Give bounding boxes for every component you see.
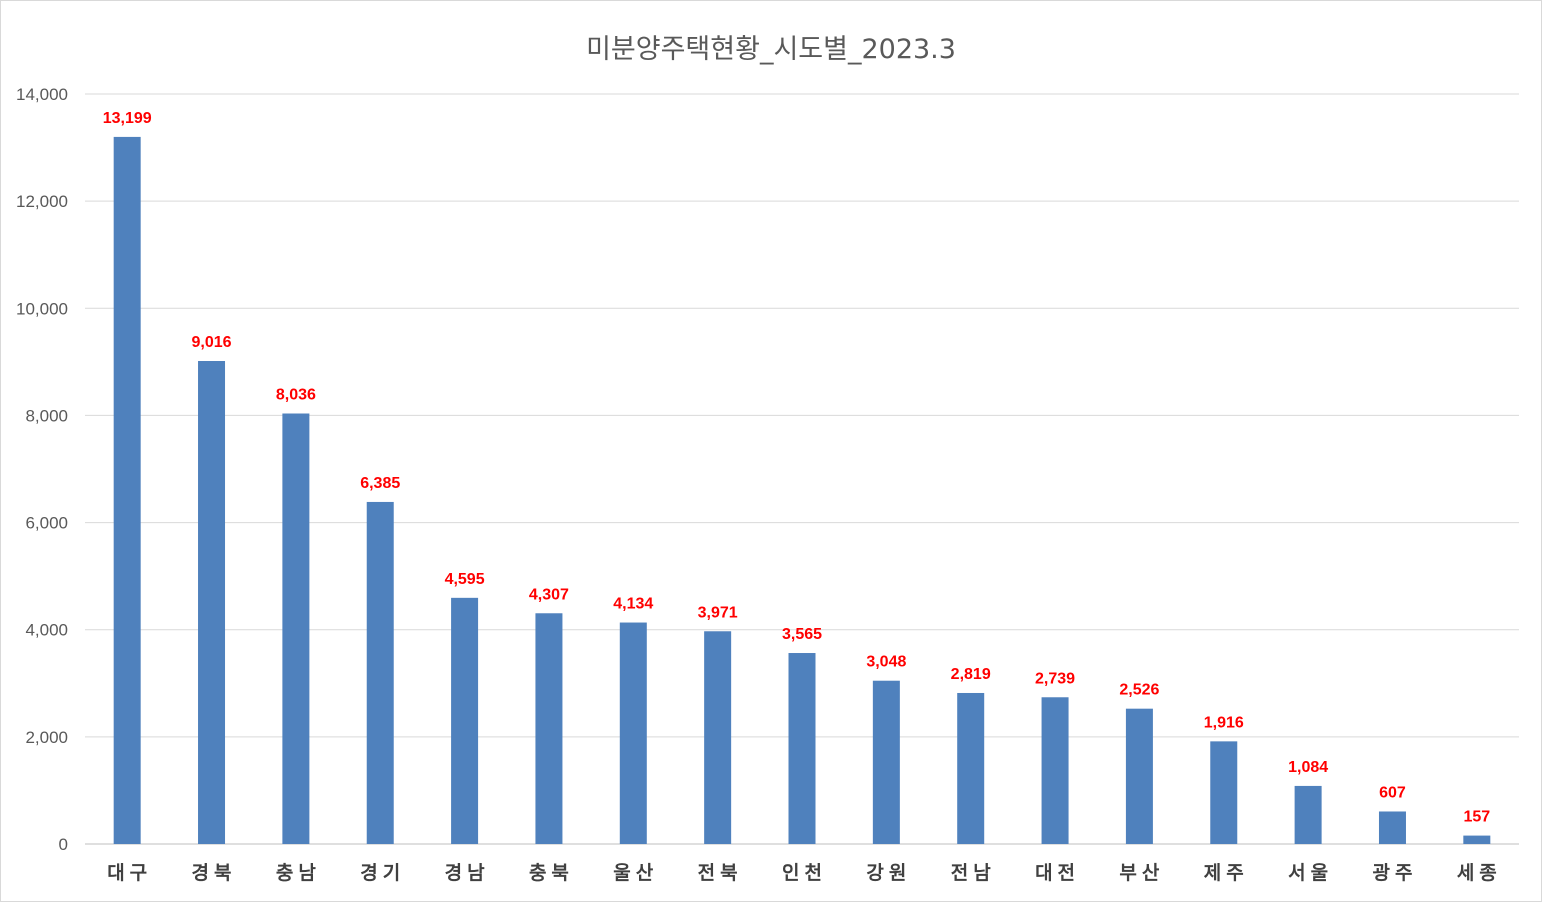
- data-label-경기: 6,385: [360, 475, 400, 492]
- bars: [113, 136, 1491, 845]
- x-tick-label-서울: 서울: [1288, 862, 1333, 884]
- bar-강원: [872, 680, 900, 844]
- bar-울산: [619, 622, 647, 844]
- x-tick-label-광주: 광주: [1372, 862, 1417, 884]
- y-tick-label-2000: 2,000: [25, 728, 68, 747]
- data-label-인천: 3,565: [782, 626, 822, 643]
- data-labels: 13,199 9,016 8,036 6,385 4,595 4,307 4,134 3,97…: [103, 110, 1491, 826]
- y-tick-label-6000: 6,000: [25, 514, 68, 533]
- x-tick-label-대전: 대전: [1035, 862, 1080, 884]
- data-label-부산: 2,526: [1119, 682, 1159, 699]
- data-label-제주: 1,916: [1204, 714, 1244, 731]
- chart-title: 미분양주택현황_시도별_2023.3: [586, 34, 956, 65]
- bar-경기: [366, 501, 394, 844]
- y-tick-label-4000: 4,000: [25, 621, 68, 640]
- bar-충남: [282, 413, 310, 844]
- data-label-전남: 2,819: [951, 666, 991, 683]
- bar-전북: [704, 631, 732, 844]
- x-tick-label-인천: 인천: [782, 862, 827, 884]
- data-label-대전: 2,739: [1035, 670, 1075, 687]
- bar-전남: [957, 692, 985, 844]
- bar-경북: [198, 361, 226, 844]
- data-label-서울: 1,084: [1288, 759, 1328, 776]
- x-tick-label-경남: 경남: [445, 862, 490, 884]
- data-label-강원: 3,048: [866, 654, 906, 671]
- bar-인천: [788, 653, 816, 844]
- x-tick-label-강원: 강원: [866, 862, 911, 884]
- y-tick-label-14000: 14,000: [16, 85, 68, 104]
- data-label-울산: 4,134: [613, 596, 653, 613]
- x-axis-tick-labels: 대구 경북 충남 경기 경남 충북 울산 전북 인천 강원 전남 대전 부산 제주 서울 광주 세종: [107, 862, 1502, 884]
- x-tick-label-충북: 충북: [529, 862, 574, 884]
- x-tick-label-경기: 경기: [360, 862, 405, 884]
- bar-광주: [1378, 811, 1406, 844]
- data-label-세종: 157: [1463, 809, 1490, 826]
- bar-경남: [451, 597, 479, 844]
- bar-부산: [1125, 708, 1153, 844]
- x-tick-label-경북: 경북: [192, 862, 237, 884]
- x-tick-label-제주: 제주: [1204, 862, 1249, 884]
- x-tick-label-세종: 세종: [1457, 862, 1502, 884]
- x-tick-label-전북: 전북: [698, 862, 743, 884]
- x-tick-label-전남: 전남: [951, 862, 996, 884]
- y-axis-tick-labels: 0 2,000 4,000 6,000 8,000 10,000 12,000 14,000: [16, 85, 68, 854]
- x-tick-label-울산: 울산: [613, 862, 658, 884]
- y-tick-label-12000: 12,000: [16, 192, 68, 211]
- data-label-광주: 607: [1379, 784, 1406, 801]
- bar-대전: [1041, 697, 1069, 844]
- data-label-충남: 8,036: [276, 387, 316, 404]
- data-label-전북: 3,971: [698, 604, 738, 621]
- data-label-경남: 4,595: [445, 571, 485, 588]
- x-tick-label-대구: 대구: [107, 862, 152, 884]
- bar-충북: [535, 613, 563, 844]
- bar-대구: [113, 136, 141, 845]
- y-tick-label-0: 0: [59, 835, 68, 854]
- x-tick-label-부산: 부산: [1119, 862, 1164, 884]
- bar-세종: [1463, 835, 1491, 844]
- data-label-대구: 13,199: [103, 110, 152, 127]
- data-label-경북: 9,016: [192, 334, 232, 351]
- data-label-충북: 4,307: [529, 586, 569, 603]
- y-tick-label-10000: 10,000: [16, 299, 68, 318]
- x-tick-label-충남: 충남: [276, 862, 321, 884]
- bar-제주: [1210, 741, 1238, 844]
- y-tick-label-8000: 8,000: [25, 406, 68, 425]
- bar-서울: [1294, 785, 1322, 844]
